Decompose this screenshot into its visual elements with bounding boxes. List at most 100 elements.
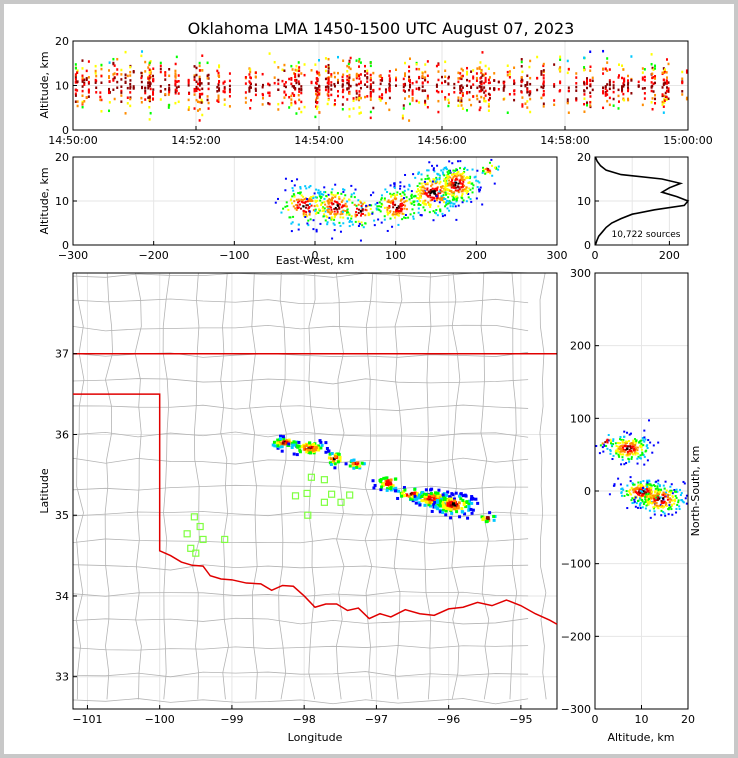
source-point	[630, 493, 633, 496]
source-point	[493, 79, 496, 82]
source-point	[424, 99, 427, 103]
source-point	[642, 480, 645, 483]
source-point	[445, 203, 448, 206]
source-point	[647, 503, 650, 506]
source-point	[358, 77, 361, 80]
x-tick-label: −99	[220, 713, 243, 726]
source-point	[426, 94, 429, 98]
source-point	[654, 491, 657, 494]
source-point	[174, 72, 177, 75]
source-point	[327, 67, 330, 70]
source-point	[648, 480, 651, 483]
source-point	[456, 178, 459, 181]
source-point	[666, 498, 669, 501]
source-point	[387, 201, 390, 204]
source-point	[506, 64, 509, 67]
source-point	[347, 198, 350, 201]
source-point	[327, 63, 330, 67]
source-point	[159, 67, 162, 71]
source-point	[626, 453, 629, 456]
p4-y-label: Latitude	[38, 468, 51, 514]
source-point	[462, 180, 465, 183]
source-point	[358, 60, 361, 63]
source-point	[651, 84, 654, 88]
source-point	[488, 76, 491, 79]
source-point	[640, 497, 643, 500]
source-point	[453, 191, 456, 194]
source-point	[323, 197, 326, 200]
source-point	[420, 214, 423, 217]
source-point	[437, 99, 440, 103]
source-point	[392, 203, 395, 206]
source-point	[318, 111, 321, 114]
source-point	[471, 187, 474, 190]
source-point	[177, 92, 180, 95]
source-point	[617, 76, 620, 79]
source-point	[443, 189, 446, 192]
source-point	[397, 207, 400, 210]
source-point	[336, 94, 339, 98]
source-point	[307, 207, 310, 210]
source-point	[312, 197, 315, 200]
source-point	[318, 209, 321, 212]
source-point	[461, 494, 465, 498]
source-point	[399, 203, 402, 206]
source-point	[542, 62, 545, 66]
source-point	[583, 89, 586, 92]
source-point	[433, 211, 436, 214]
source-point	[313, 448, 317, 452]
source-point	[583, 93, 586, 96]
source-point	[575, 85, 578, 89]
source-point	[323, 207, 326, 210]
source-point	[293, 195, 296, 198]
source-point	[380, 221, 383, 224]
source-point	[542, 81, 545, 85]
source-point	[484, 78, 487, 82]
source-point	[667, 81, 670, 84]
source-point	[452, 186, 455, 189]
source-point	[424, 192, 427, 195]
source-point	[680, 499, 683, 502]
source-point	[309, 218, 312, 221]
source-point	[248, 73, 251, 76]
source-point	[624, 448, 627, 451]
source-point	[358, 112, 361, 115]
source-point	[268, 83, 271, 87]
source-point	[332, 459, 336, 463]
source-point	[423, 202, 426, 205]
source-point	[81, 74, 84, 78]
source-point	[424, 494, 428, 498]
source-point	[423, 180, 426, 183]
source-point	[553, 103, 556, 107]
source-point	[424, 183, 427, 186]
source-point	[108, 75, 111, 78]
source-point	[307, 448, 311, 452]
source-point	[566, 98, 569, 101]
source-point	[602, 49, 605, 53]
source-point	[461, 69, 464, 72]
county-line	[72, 671, 529, 678]
source-point	[520, 80, 523, 84]
source-point	[148, 68, 151, 71]
source-point	[429, 199, 432, 202]
source-point	[447, 101, 450, 104]
source-point	[471, 182, 474, 185]
source-point	[379, 210, 382, 213]
x-tick-label: −100	[219, 249, 249, 262]
source-point	[663, 512, 666, 515]
source-point	[466, 516, 470, 520]
source-point	[353, 192, 356, 195]
source-point	[366, 72, 369, 75]
source-point	[648, 486, 651, 489]
source-point	[354, 220, 357, 223]
source-point	[540, 85, 543, 89]
source-point	[459, 85, 462, 88]
source-point	[380, 194, 383, 197]
source-point	[124, 112, 127, 115]
x-tick-label: −96	[437, 713, 460, 726]
source-point	[642, 503, 645, 506]
station-marker	[187, 544, 195, 552]
county-line	[451, 272, 461, 700]
source-point	[461, 86, 464, 89]
source-point	[491, 174, 494, 177]
